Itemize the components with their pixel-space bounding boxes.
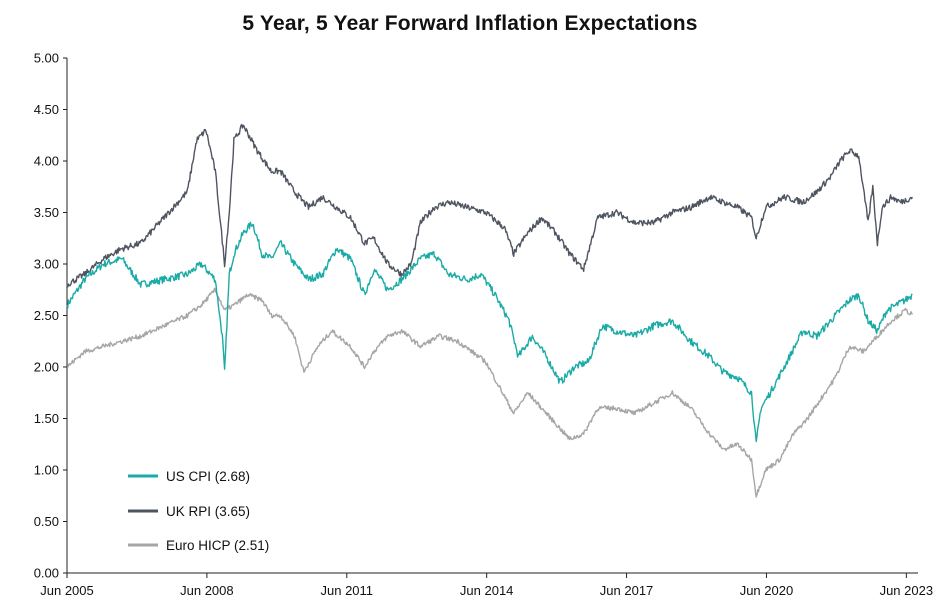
x-tick-label: Jun 2023 xyxy=(880,583,934,598)
y-tick-label: 1.50 xyxy=(34,411,59,426)
x-tick-label: Jun 2014 xyxy=(460,583,514,598)
series-line-2 xyxy=(66,287,914,498)
y-tick-label: 2.50 xyxy=(34,308,59,323)
x-tick-label: Jun 2020 xyxy=(740,583,794,598)
y-tick-label: 4.50 xyxy=(34,102,59,117)
y-tick-label: 0.50 xyxy=(34,514,59,529)
y-tick-label: 0.00 xyxy=(34,566,59,581)
axes: 0.00 0.50 1.00 1.50 2.00 2.50 3.00 3.50 4.00 4.50… xyxy=(34,51,933,599)
x-tick-label: Jun 2017 xyxy=(600,583,654,598)
legend-label-0: US CPI (2.68) xyxy=(166,469,250,484)
series-line-1 xyxy=(66,123,914,288)
legend-label-2: Euro HICP (2.51) xyxy=(166,538,269,553)
legend-label-1: UK RPI (3.65) xyxy=(166,504,250,519)
x-tick-label: Jun 2011 xyxy=(321,583,374,598)
y-tick-label: 2.00 xyxy=(34,360,59,375)
series-layer xyxy=(66,123,914,498)
series-line-0 xyxy=(66,221,913,443)
y-tick-label: 3.50 xyxy=(34,205,59,220)
x-tick-label: Jun 2008 xyxy=(180,583,234,598)
x-tick-label: Jun 2005 xyxy=(40,583,94,598)
chart-title: 5 Year, 5 Year Forward Inflation Expecta… xyxy=(242,12,698,35)
y-tick-label: 3.00 xyxy=(34,257,59,272)
y-tick-label: 4.00 xyxy=(34,154,59,169)
y-tick-label: 1.00 xyxy=(34,463,59,478)
legend: US CPI (2.68) UK RPI (3.65) Euro HICP (2.5… xyxy=(128,469,269,553)
y-tick-label: 5.00 xyxy=(34,51,59,66)
